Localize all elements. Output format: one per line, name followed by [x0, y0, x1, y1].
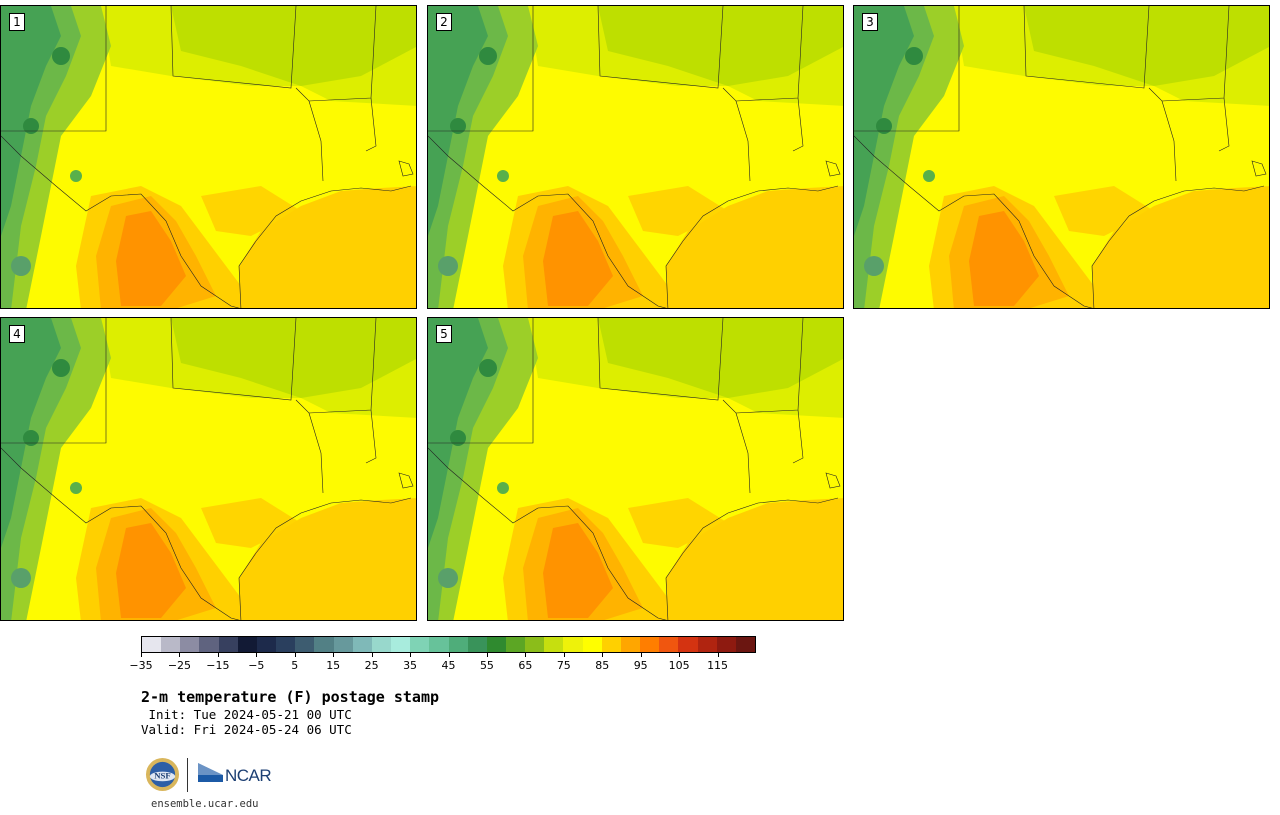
colorbar-swatch: [180, 637, 200, 652]
colorbar-swatch: [410, 637, 430, 652]
colorbar-tick: [525, 653, 527, 657]
colorbar-swatch: [486, 637, 506, 652]
colorbar-tick-label: 85: [595, 659, 610, 672]
colorbar-tick: [179, 653, 181, 657]
colorbar-swatch: [333, 637, 353, 652]
stamp-number-1: 1: [9, 13, 25, 31]
colorbar-tick-label: 15: [326, 659, 341, 672]
colorbar-swatch: [640, 637, 660, 652]
colorbar-tick-label: −5: [248, 659, 265, 672]
colorbar-swatch: [429, 637, 449, 652]
colorbar-tick: [717, 653, 719, 657]
logo-divider: [187, 758, 188, 792]
colorbar-tick: [256, 653, 258, 657]
stamp-number-2: 2: [436, 13, 452, 31]
colorbar-swatch: [199, 637, 219, 652]
ncar-logo-text: NCAR: [225, 766, 272, 785]
site-url: ensemble.ucar.edu: [151, 798, 259, 810]
colorbar-tick-label: −15: [206, 659, 230, 672]
stamp-number-5: 5: [436, 325, 452, 343]
colorbar-swatch: [735, 637, 755, 652]
colorbar-tick-label: 75: [556, 659, 571, 672]
colorbar-tick-label: 105: [668, 659, 690, 672]
sponsor-logos: NSF NCAR: [145, 757, 285, 793]
temperature-map-2: [428, 6, 843, 308]
colorbar-tick: [141, 653, 142, 657]
postage-stamp-4: 4: [0, 317, 417, 621]
colorbar-tick-label: 55: [479, 659, 494, 672]
colorbar-swatch: [678, 637, 698, 652]
colorbar-swatch: [256, 637, 277, 652]
colorbar-tick: [333, 653, 335, 657]
stamp-number-4: 4: [9, 325, 25, 343]
colorbar-tick: [486, 653, 488, 657]
colorbar-ticks: −35 −25 −15 −5 5 15 25 35 45 55 65 75 85 95 105 115: [129, 653, 756, 673]
colorbar-swatch: [352, 637, 372, 652]
colorbar-swatch: [314, 637, 334, 652]
colorbar-tick: [448, 653, 450, 657]
temperature-map-3: [854, 6, 1269, 308]
colorbar-swatch: [295, 637, 315, 652]
temperature-colorbar: [141, 636, 756, 653]
colorbar-tick: [640, 653, 642, 657]
colorbar-tick: [371, 653, 373, 657]
colorbar-swatch: [276, 637, 296, 652]
colorbar-swatch: [525, 637, 545, 652]
postage-stamp-5: 5: [427, 317, 844, 621]
colorbar-swatch: [467, 637, 487, 652]
colorbar-tick: [217, 653, 219, 657]
colorbar-swatch: [448, 637, 468, 652]
colorbar-swatch: [371, 637, 392, 652]
postage-stamp-3: 3: [853, 5, 1270, 309]
colorbar-swatch: [161, 637, 181, 652]
colorbar-tick-label: 35: [403, 659, 418, 672]
colorbar-swatch: [582, 637, 602, 652]
colorbar-tick-label: 95: [633, 659, 648, 672]
colorbar-tick: [294, 653, 296, 657]
colorbar-swatch: [544, 637, 564, 652]
colorbar-swatch: [142, 637, 162, 652]
colorbar-tick-label: 115: [707, 659, 729, 672]
temperature-map-4: [1, 318, 416, 620]
colorbar-swatch: [659, 637, 679, 652]
colorbar-tick: [679, 653, 681, 657]
colorbar-swatch: [697, 637, 717, 652]
colorbar-tick: [602, 653, 604, 657]
stamp-number-3: 3: [862, 13, 878, 31]
postage-stamp-1: 1: [0, 5, 417, 309]
colorbar-tick-label: 25: [364, 659, 379, 672]
colorbar-swatch: [237, 637, 257, 652]
colorbar-tick: [563, 653, 565, 657]
postage-stamp-2: 2: [427, 5, 844, 309]
valid-time: Valid: Fri 2024-05-24 06 UTC: [141, 722, 352, 737]
temperature-map-1: [1, 6, 416, 308]
colorbar-swatch: [505, 637, 526, 652]
colorbar-swatch: [563, 637, 583, 652]
ncar-logo-icon: [198, 763, 223, 782]
product-title: 2-m temperature (F) postage stamp: [141, 688, 440, 706]
colorbar-swatch: [716, 637, 736, 652]
temperature-map-5: [428, 318, 843, 620]
init-time: Init: Tue 2024-05-21 00 UTC: [141, 707, 352, 722]
colorbar-swatch: [601, 637, 621, 652]
colorbar-tick-label: 45: [441, 659, 456, 672]
nsf-logo-icon: NSF: [145, 757, 180, 792]
colorbar-swatch: [620, 637, 641, 652]
colorbar-tick: [410, 653, 412, 657]
colorbar-swatch: [218, 637, 238, 652]
colorbar-tick-label: 5: [291, 659, 299, 672]
colorbar-tick-label: −25: [167, 659, 192, 672]
colorbar-tick-label: 65: [518, 659, 533, 672]
nsf-logo-text: NSF: [154, 770, 171, 780]
colorbar-swatch: [391, 637, 411, 652]
colorbar-tick-label: −35: [129, 659, 153, 672]
